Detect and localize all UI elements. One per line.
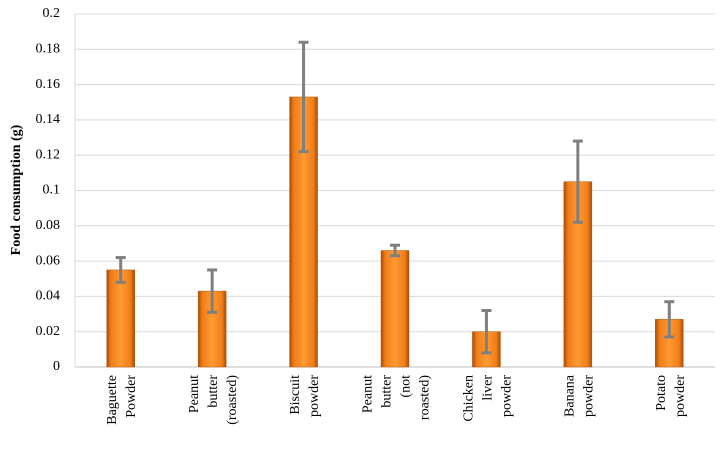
y-tick-label: 0.06 bbox=[36, 253, 61, 268]
x-tick-label: Peanut butter (not roasted) bbox=[361, 375, 433, 420]
y-axis-title: Food consumption (g) bbox=[9, 124, 24, 255]
y-tick-label: 0.04 bbox=[36, 289, 61, 304]
y-tick-label: 0.18 bbox=[36, 42, 61, 57]
error-bar bbox=[390, 243, 400, 258]
x-tick-label: Potato powder bbox=[654, 375, 688, 417]
x-tick-label: Biscuit powder bbox=[288, 375, 322, 417]
error-bar bbox=[207, 268, 218, 314]
x-tick-label: Banana powder bbox=[562, 374, 596, 417]
y-tick-label: 0.1 bbox=[43, 183, 61, 198]
y-tick-label: 0.12 bbox=[36, 147, 61, 162]
x-tick-label: Peanut butter (roasted) bbox=[187, 375, 240, 425]
error-bar bbox=[481, 309, 492, 355]
y-tick-label: 0.16 bbox=[36, 77, 61, 92]
y-tick-label: 0.08 bbox=[36, 218, 61, 233]
error-bar bbox=[572, 139, 583, 224]
x-tick-label: Baguette Powder bbox=[105, 375, 139, 425]
error-bar bbox=[664, 300, 675, 339]
error-bar bbox=[298, 40, 309, 154]
error-bar bbox=[115, 256, 126, 284]
bar bbox=[197, 290, 227, 368]
bar bbox=[380, 250, 410, 368]
y-tick-label: 0.02 bbox=[36, 324, 61, 339]
y-tick-label: 0.14 bbox=[36, 112, 61, 127]
x-tick-label: Chicken liver powder bbox=[461, 375, 514, 422]
y-tick-label: 0.2 bbox=[43, 6, 61, 21]
y-tick-label: 0 bbox=[53, 359, 60, 374]
bar bbox=[106, 269, 135, 368]
